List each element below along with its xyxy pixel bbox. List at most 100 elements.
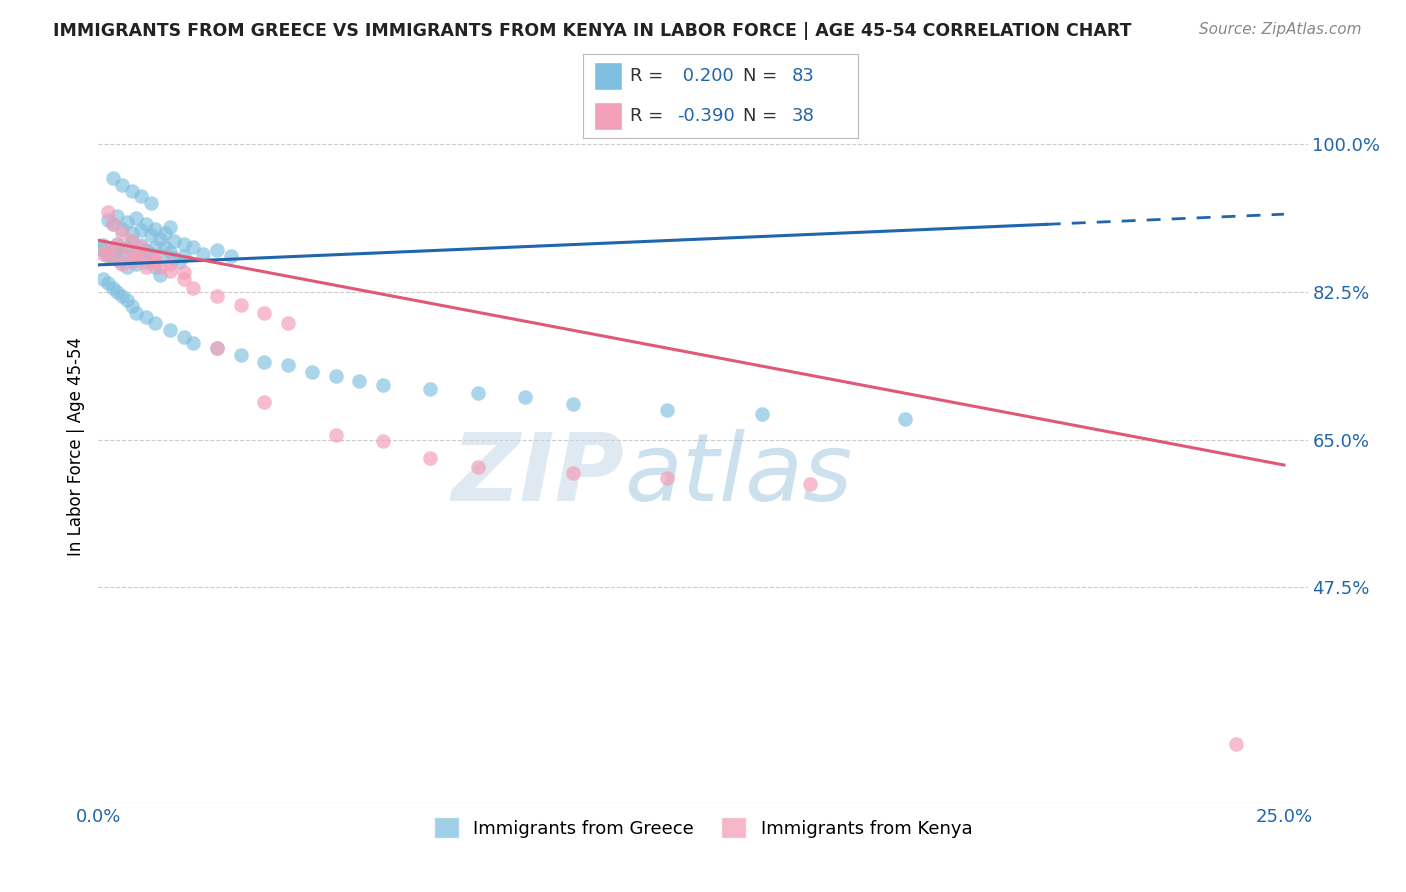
Y-axis label: In Labor Force | Age 45-54: In Labor Force | Age 45-54	[66, 336, 84, 556]
Point	[98, 245, 121, 260]
Point	[751, 407, 773, 421]
Point	[253, 355, 276, 369]
Point	[143, 253, 166, 268]
Point	[657, 471, 679, 485]
Point	[467, 459, 489, 474]
Point	[149, 260, 172, 274]
Point	[149, 268, 172, 282]
Point	[111, 178, 134, 192]
Legend: Immigrants from Greece, Immigrants from Kenya: Immigrants from Greece, Immigrants from …	[425, 808, 981, 847]
Point	[115, 260, 138, 274]
Point	[205, 342, 228, 356]
Point	[135, 217, 157, 231]
Point	[139, 247, 162, 261]
Point	[277, 316, 299, 330]
Point	[105, 238, 128, 252]
Point	[111, 289, 134, 303]
Point	[143, 260, 166, 274]
Point	[115, 215, 138, 229]
Point	[325, 369, 347, 384]
Point	[173, 329, 195, 343]
Point	[153, 226, 176, 240]
Point	[97, 277, 120, 291]
Point	[159, 257, 181, 271]
Point	[139, 255, 162, 269]
Point	[253, 306, 276, 320]
Point	[893, 411, 915, 425]
Point	[121, 253, 143, 268]
Point	[101, 251, 124, 265]
Point	[205, 342, 228, 356]
Bar	[595, 102, 621, 130]
Point	[149, 249, 172, 263]
Point	[159, 245, 181, 260]
Point	[205, 243, 228, 257]
Point	[173, 265, 195, 279]
Point	[149, 232, 172, 246]
Text: -0.390: -0.390	[676, 107, 734, 125]
Point	[121, 255, 143, 269]
Point	[111, 226, 134, 240]
Point	[135, 255, 157, 269]
Point	[121, 299, 143, 313]
Text: R =: R =	[630, 67, 669, 85]
Point	[121, 184, 143, 198]
Point	[325, 428, 347, 442]
Point	[125, 306, 148, 320]
Point	[163, 234, 186, 248]
Point	[101, 251, 124, 265]
Point	[121, 234, 143, 248]
Point	[135, 310, 157, 325]
Point	[419, 382, 441, 396]
Point	[561, 397, 583, 411]
Point	[561, 467, 583, 481]
Point	[143, 240, 166, 254]
Point	[105, 285, 128, 299]
Point	[125, 257, 148, 271]
Point	[105, 236, 128, 251]
Point	[173, 236, 195, 251]
Point	[219, 249, 242, 263]
Text: IMMIGRANTS FROM GREECE VS IMMIGRANTS FROM KENYA IN LABOR FORCE | AGE 45-54 CORRE: IMMIGRANTS FROM GREECE VS IMMIGRANTS FRO…	[53, 22, 1132, 40]
Point	[277, 359, 299, 373]
Text: N =: N =	[742, 67, 783, 85]
Point	[253, 394, 276, 409]
Point	[139, 196, 162, 211]
Point	[101, 170, 124, 185]
Point	[167, 255, 190, 269]
Point	[143, 221, 166, 235]
Point	[115, 293, 138, 308]
Point	[371, 377, 394, 392]
Point	[101, 280, 124, 294]
Point	[229, 348, 252, 362]
Point	[111, 221, 134, 235]
Point	[121, 226, 143, 240]
Point	[101, 217, 124, 231]
Point	[181, 335, 204, 350]
Point	[129, 189, 152, 203]
Point	[173, 272, 195, 286]
Text: ZIP: ZIP	[451, 428, 624, 521]
Point	[91, 247, 114, 261]
Text: 0.200: 0.200	[676, 67, 734, 85]
Point	[104, 243, 127, 257]
Text: R =: R =	[630, 107, 669, 125]
Point	[97, 243, 120, 257]
Point	[129, 238, 152, 252]
Point	[129, 223, 152, 237]
Point	[97, 249, 120, 263]
Point	[121, 234, 143, 248]
Point	[205, 289, 228, 303]
Point	[159, 219, 181, 234]
Point	[139, 228, 162, 243]
Point	[419, 451, 441, 466]
Point	[129, 240, 152, 254]
Point	[143, 316, 166, 330]
Point	[467, 386, 489, 401]
Point	[191, 247, 214, 261]
Point	[115, 240, 138, 254]
Text: Source: ZipAtlas.com: Source: ZipAtlas.com	[1198, 22, 1361, 37]
Point	[181, 240, 204, 254]
Point	[125, 211, 148, 226]
Point	[181, 280, 204, 294]
